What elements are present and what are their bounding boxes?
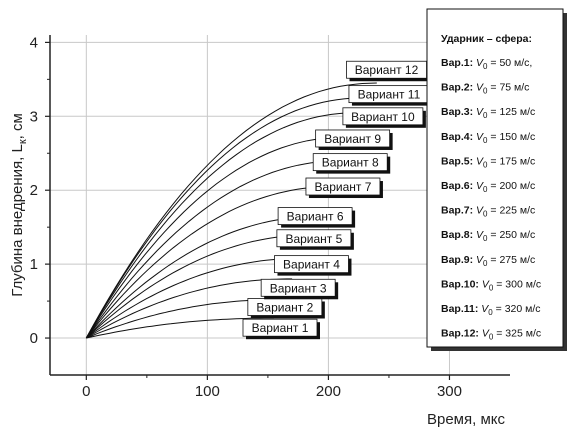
variant-label-5: Вариант 5 [276, 229, 354, 250]
legend-entry-12: Вар.12: V0 = 325 м/с [441, 328, 541, 342]
variant-labels: Вариант 1 Вариант 2 Вариант 3 Вариант 4 Вари… [242, 60, 432, 340]
legend-entry-9: Вар.9: V0 = 275 м/с [441, 254, 535, 268]
series-line-9 [85, 136, 347, 339]
series-line-1 [86, 317, 274, 339]
variant-label-7: Вариант 7 [305, 177, 383, 199]
ticks: 0 100 200 300 0 1 2 3 4 [30, 34, 462, 400]
variant-label-text: Вариант 6 [287, 210, 344, 224]
variant-label-text: Вариант 4 [283, 258, 340, 272]
series-line-7 [85, 186, 335, 339]
y-tick-label: 2 [30, 182, 38, 199]
variant-label-8: Вариант 8 [312, 153, 391, 174]
variant-label-text: Вариант 7 [315, 180, 372, 194]
variant-label-11: Вариант 11 [348, 85, 432, 106]
variant-label-box [276, 229, 352, 248]
legend-entry-1: Вар.1: V0 = 50 м/с, [441, 57, 532, 71]
variant-label-text: Вариант 1 [252, 321, 309, 335]
legend-entry-8: Вар.8: V0 = 250 м/с [441, 229, 535, 243]
variant-label-box [277, 207, 353, 225]
variant-label-text: Вариант 12 [355, 63, 419, 77]
variant-label-box [342, 107, 424, 126]
variant-label-2: Вариант 2 [247, 298, 325, 319]
x-tick-label: 200 [316, 383, 341, 400]
variant-label-box [260, 278, 336, 297]
variant-label-text: Вариант 2 [256, 301, 313, 315]
legend-title: Ударник – сфера: [441, 33, 532, 45]
variant-label-text: Вариант 10 [351, 110, 415, 124]
series-line-10 [85, 112, 359, 339]
variant-label-text: Вариант 5 [285, 232, 342, 246]
x-tick-label: 300 [437, 383, 462, 400]
y-tick-label: 1 [30, 256, 38, 273]
variant-label-text: Вариант 3 [270, 281, 327, 295]
y-tick-label: 3 [30, 108, 38, 125]
series-line-4 [86, 257, 305, 339]
y-axis-title: Глубина внедрения, Lк, см [9, 113, 29, 297]
x-tick-label: 0 [82, 383, 90, 400]
y-axis-title-sub: к [17, 139, 29, 144]
x-tick-label: 100 [195, 383, 220, 400]
series-line-11 [85, 97, 365, 339]
y-tick-label: 0 [30, 330, 38, 347]
variant-label-6: Вариант 6 [277, 207, 356, 228]
series-line-12 [85, 82, 377, 339]
axes [49, 35, 510, 376]
legend-box [426, 8, 564, 348]
variant-label-box [315, 129, 391, 148]
legend-entry-6: Вар.6: V0 = 200 м/с [441, 180, 535, 194]
variant-label-text: Вариант 11 [358, 88, 421, 102]
variant-label-box [312, 153, 388, 172]
variant-label-box [242, 318, 318, 337]
variant-label-10: Вариант 10 [342, 107, 426, 128]
variant-label-9: Вариант 9 [315, 129, 393, 150]
x-axis-title: Время, мкс [427, 411, 506, 428]
variant-label-text: Вариант 8 [322, 156, 379, 170]
legend-entry-7: Вар.7: V0 = 225 м/с [441, 205, 535, 219]
y-axis-title-main: Глубина внедрения, L [9, 144, 26, 297]
variant-label-text: Вариант 9 [324, 132, 381, 146]
legend-entry-3: Вар.3: V0 = 125 м/с [441, 106, 535, 120]
y-axis-title-unit: , см [9, 113, 26, 139]
legend-entry-4: Вар.4: V0 = 150 м/с [441, 131, 535, 145]
series-line-3 [86, 278, 293, 339]
y-tick-label: 4 [30, 34, 38, 51]
variant-label-1: Вариант 1 [242, 318, 320, 340]
series-line-8 [85, 160, 343, 339]
legend-entry-10: Вар.10: V0 = 300 м/с [441, 278, 541, 292]
legend-entry-2: Вар.2: V0 = 75 м/с [441, 82, 529, 96]
variant-label-box [305, 177, 381, 196]
variant-label-box [274, 255, 349, 274]
variant-label-12: Вариант 12 [346, 60, 430, 82]
legend-entry-5: Вар.5: V0 = 175 м/с [441, 155, 535, 169]
legend-entry-11: Вар.11: V0 = 320 м/с [441, 303, 541, 317]
variant-label-3: Вариант 3 [260, 278, 339, 300]
legend: Ударник – сфера: Вар.1: V0 = 50 м/с, Вар.2… [426, 8, 567, 351]
variant-label-4: Вариант 4 [274, 255, 352, 276]
